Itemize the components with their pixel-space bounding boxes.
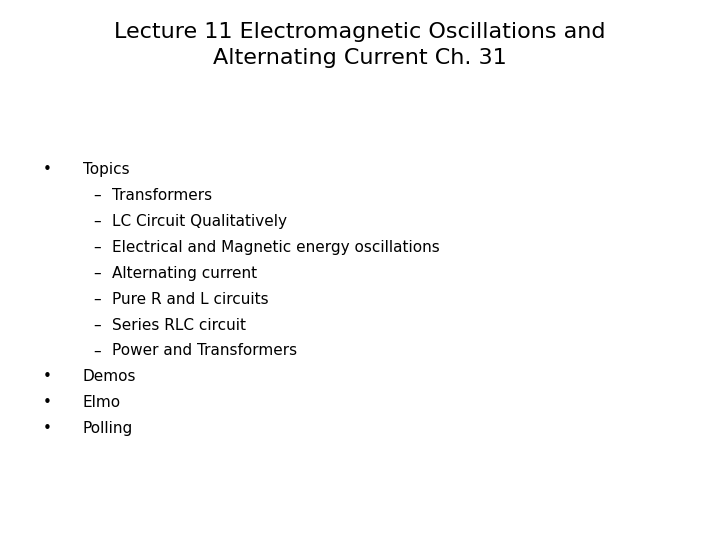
Text: Topics: Topics <box>83 162 130 177</box>
Text: •: • <box>43 162 52 177</box>
Text: –: – <box>94 318 102 333</box>
Text: Transformers: Transformers <box>112 188 212 203</box>
Text: Pure R and L circuits: Pure R and L circuits <box>112 292 269 307</box>
Text: –: – <box>94 188 102 203</box>
Text: –: – <box>94 266 102 281</box>
Text: Demos: Demos <box>83 369 136 384</box>
Text: •: • <box>43 369 52 384</box>
Text: •: • <box>43 421 52 436</box>
Text: •: • <box>43 395 52 410</box>
Text: Polling: Polling <box>83 421 133 436</box>
Text: –: – <box>94 292 102 307</box>
Text: LC Circuit Qualitatively: LC Circuit Qualitatively <box>112 214 287 229</box>
Text: Power and Transformers: Power and Transformers <box>112 343 297 359</box>
Text: –: – <box>94 240 102 255</box>
Text: Electrical and Magnetic energy oscillations: Electrical and Magnetic energy oscillati… <box>112 240 439 255</box>
Text: Alternating current: Alternating current <box>112 266 257 281</box>
Text: –: – <box>94 343 102 359</box>
Text: –: – <box>94 214 102 229</box>
Text: Series RLC circuit: Series RLC circuit <box>112 318 246 333</box>
Text: Lecture 11 Electromagnetic Oscillations and
Alternating Current Ch. 31: Lecture 11 Electromagnetic Oscillations … <box>114 22 606 68</box>
Text: Elmo: Elmo <box>83 395 121 410</box>
